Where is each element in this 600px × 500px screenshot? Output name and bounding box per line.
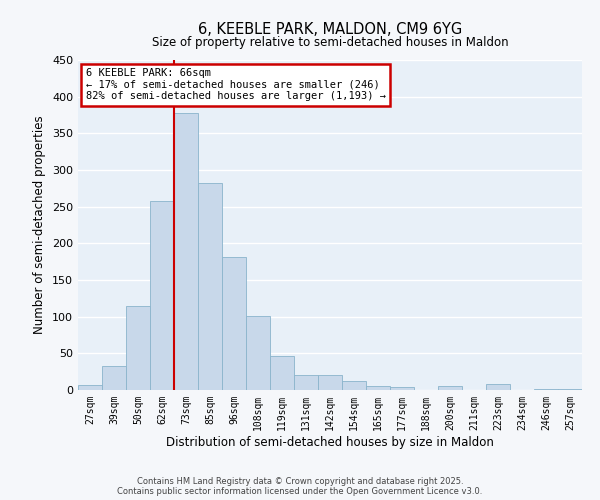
Bar — [246, 316, 270, 390]
Text: 6, KEEBLE PARK, MALDON, CM9 6YG: 6, KEEBLE PARK, MALDON, CM9 6YG — [198, 22, 462, 38]
Bar — [366, 386, 390, 390]
Text: Size of property relative to semi-detached houses in Maldon: Size of property relative to semi-detach… — [152, 36, 508, 49]
Bar — [198, 183, 222, 390]
Bar — [342, 381, 366, 390]
Y-axis label: Number of semi-detached properties: Number of semi-detached properties — [34, 116, 46, 334]
Bar — [78, 385, 102, 390]
Bar — [294, 374, 318, 390]
Bar — [174, 113, 198, 390]
Bar — [270, 356, 294, 390]
Bar — [126, 306, 150, 390]
Text: Contains HM Land Registry data © Crown copyright and database right 2025.: Contains HM Land Registry data © Crown c… — [137, 478, 463, 486]
Bar — [486, 384, 510, 390]
Bar — [438, 386, 462, 390]
Text: Contains public sector information licensed under the Open Government Licence v3: Contains public sector information licen… — [118, 488, 482, 496]
Bar — [318, 374, 342, 390]
Bar — [102, 366, 126, 390]
Bar — [390, 387, 414, 390]
X-axis label: Distribution of semi-detached houses by size in Maldon: Distribution of semi-detached houses by … — [166, 436, 494, 448]
Text: 6 KEEBLE PARK: 66sqm
← 17% of semi-detached houses are smaller (246)
82% of semi: 6 KEEBLE PARK: 66sqm ← 17% of semi-detac… — [86, 68, 386, 102]
Bar — [150, 201, 174, 390]
Bar — [534, 388, 558, 390]
Bar — [222, 258, 246, 390]
